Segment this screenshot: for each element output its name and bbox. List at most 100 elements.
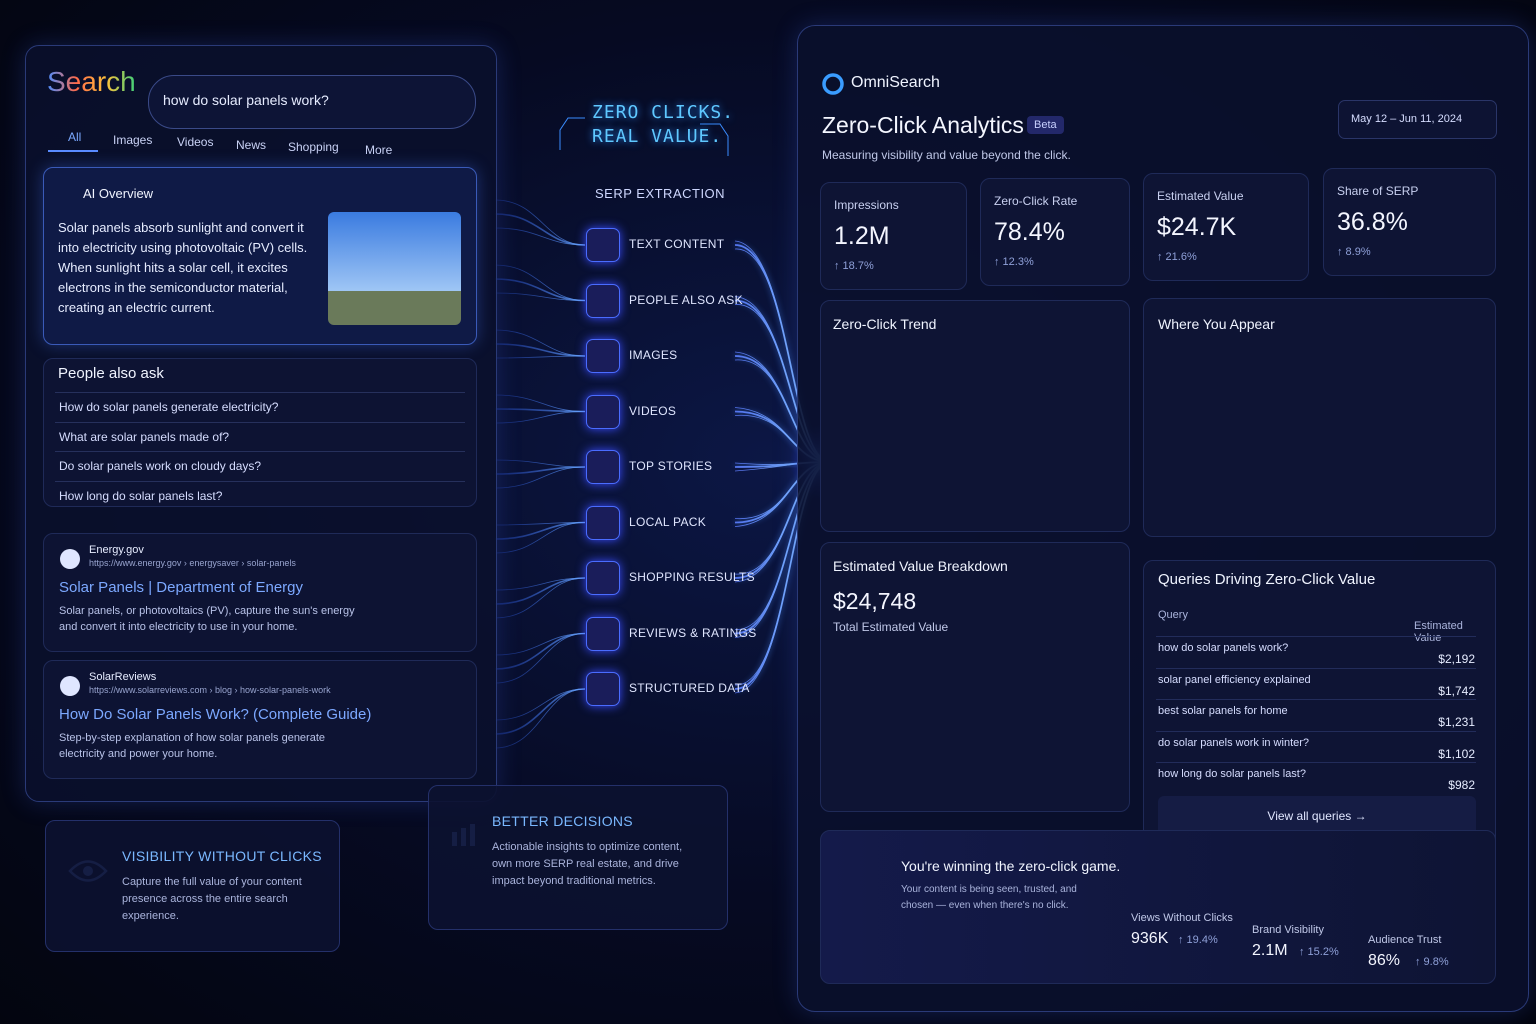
tagline: ZERO CLICKS. xyxy=(592,102,735,123)
search-tab[interactable]: More xyxy=(365,142,393,157)
extraction-icon xyxy=(586,672,620,706)
flow-line xyxy=(494,408,586,413)
flow-line xyxy=(494,227,586,246)
extraction-label: TOP STORIES xyxy=(629,459,713,473)
search-logo: Search xyxy=(47,66,136,97)
ai-overview-text: Solar panels absorb sunlight and convert… xyxy=(58,220,308,315)
chart-title: Zero-Click Trend xyxy=(833,316,937,332)
kpi-card xyxy=(1323,168,1496,276)
dashboard-subtitle: Measuring visibility and value beyond th… xyxy=(822,148,1071,162)
row-divider xyxy=(1156,730,1476,732)
chart-card xyxy=(1143,298,1496,537)
search-tab[interactable]: Videos xyxy=(177,135,214,149)
kpi-change: ↑ 8.9% xyxy=(1337,246,1371,258)
flow-line xyxy=(494,329,586,357)
result-title[interactable]: Solar Panels | Department of Energy xyxy=(59,579,304,596)
result-site: Energy.gov xyxy=(89,544,144,556)
flow-line xyxy=(494,343,586,357)
feature-text: Actionable insights to optimize content,… xyxy=(492,841,683,887)
stat-change: ↑ 15.2% xyxy=(1299,946,1339,958)
kpi-change: ↑ 12.3% xyxy=(994,256,1034,268)
extraction-label: TEXT CONTENT xyxy=(629,237,725,251)
view-all-label[interactable]: View all queries → xyxy=(1267,809,1367,823)
flow-line xyxy=(494,577,586,605)
search-result xyxy=(43,533,477,652)
date-range[interactable]: May 12 – Jun 11, 2024 xyxy=(1351,113,1463,125)
kpi-label: Estimated Value xyxy=(1157,189,1244,203)
extraction-icon xyxy=(586,505,620,540)
query-text: solar panel efficiency explained xyxy=(1158,673,1311,686)
extraction-label: PEOPLE ALSO ASK xyxy=(629,292,743,307)
query-text: how long do solar panels last? xyxy=(1158,768,1306,780)
query-value: $1,742 xyxy=(1438,683,1475,698)
paa-question[interactable]: How do solar panels generate electricity… xyxy=(59,400,279,414)
feature-title: BETTER DECISIONS xyxy=(492,813,633,829)
stat-value: 86% xyxy=(1368,952,1401,969)
search-tab[interactable]: Shopping xyxy=(288,140,339,154)
chart-title: Estimated Value Breakdown xyxy=(833,558,1008,574)
search-query: how do solar panels work? xyxy=(163,92,329,108)
section-title: SERP EXTRACTION xyxy=(595,186,726,201)
paa-question[interactable]: Do solar panels work on cloudy days? xyxy=(59,459,262,473)
ai-overview-image xyxy=(328,212,461,325)
flow-line xyxy=(494,522,586,554)
paa-question[interactable]: What are solar panels made of? xyxy=(59,429,230,444)
flow-line xyxy=(494,459,586,468)
paa-question[interactable]: How long do solar panels last? xyxy=(59,488,223,503)
bracket xyxy=(559,117,585,150)
search-tab[interactable]: All xyxy=(68,130,82,144)
people-also-ask-card xyxy=(43,358,477,507)
result-title[interactable]: How Do Solar Panels Work? (Complete Guid… xyxy=(59,706,372,723)
row-divider xyxy=(1156,667,1476,669)
feature-card xyxy=(45,820,340,952)
result-url: https://www.solarreviews.com › blog › ho… xyxy=(89,685,331,695)
kpi-change: ↑ 18.7% xyxy=(834,260,874,272)
beta-badge: Beta xyxy=(1027,116,1064,134)
extraction-label: IMAGES xyxy=(629,348,678,362)
flow-line xyxy=(494,355,586,359)
stat-change: ↑ 9.8% xyxy=(1415,956,1449,968)
brand-name: OmniSearch xyxy=(851,74,940,91)
stat-label: Audience Trust xyxy=(1368,934,1442,946)
extraction-label: LOCAL PACK xyxy=(629,514,707,529)
chart-card xyxy=(820,542,1130,812)
extraction-icon xyxy=(586,561,620,595)
ai-overview-title: AI Overview xyxy=(83,186,154,201)
kpi-change: ↑ 21.6% xyxy=(1157,251,1197,263)
query-value: $982 xyxy=(1448,778,1475,792)
flow-line xyxy=(494,577,586,619)
winning-title: You're winning the zero-click game. xyxy=(901,858,1121,874)
dashboard-title: Zero-Click Analytics xyxy=(822,112,1024,138)
bracket xyxy=(700,123,729,156)
flow-line xyxy=(494,213,586,246)
flow-line xyxy=(494,688,586,735)
result-url: https://www.energy.gov › energysaver › s… xyxy=(89,558,296,568)
winning-card xyxy=(820,830,1496,984)
winning-text: Your content is being seen, trusted, and… xyxy=(901,884,1077,911)
extraction-icon xyxy=(586,339,620,373)
feature-text: Capture the full value of your content p… xyxy=(122,876,302,922)
divider xyxy=(55,421,465,423)
stat-value: 2.1M xyxy=(1252,942,1288,959)
feature-title: VISIBILITY WITHOUT CLICKS xyxy=(122,848,322,864)
feature-card xyxy=(428,785,728,930)
extraction-icon xyxy=(586,283,620,318)
extraction-label: REVIEWS & RATINGS xyxy=(629,625,757,640)
date-picker[interactable] xyxy=(1338,100,1497,139)
query-text: do solar panels work in winter? xyxy=(1158,736,1310,749)
chart-title: Where You Appear xyxy=(1158,316,1275,332)
kpi-label: Share of SERP xyxy=(1337,184,1419,198)
result-snippet: Solar panels, or photovoltaics (PV), cap… xyxy=(59,605,355,633)
total-value: $24,748 xyxy=(833,588,917,614)
flow-line xyxy=(494,411,586,424)
kpi-card xyxy=(820,182,967,290)
kpi-value: 36.8% xyxy=(1337,208,1408,236)
search-tab[interactable]: Images xyxy=(113,132,153,147)
divider xyxy=(55,392,465,393)
kpi-value: $24.7K xyxy=(1157,213,1237,241)
flow-line xyxy=(494,466,586,489)
flow-line xyxy=(494,278,586,302)
stat-value: 936K xyxy=(1131,930,1169,947)
search-tab[interactable]: News xyxy=(236,137,267,152)
